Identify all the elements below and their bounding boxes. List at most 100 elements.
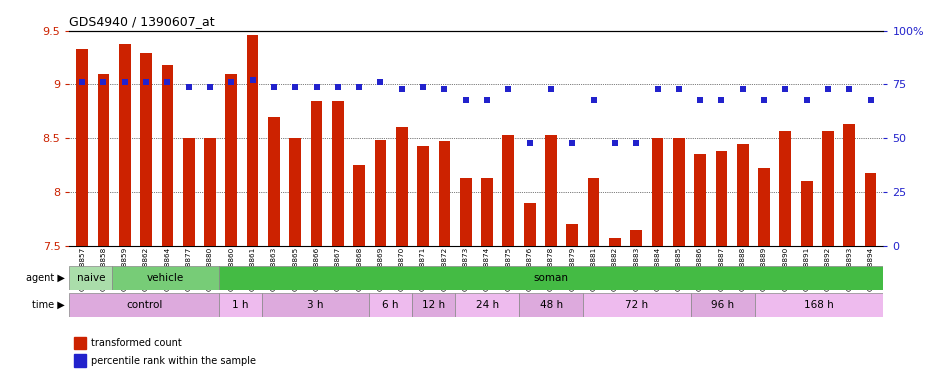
- Bar: [413, 293, 455, 317]
- Point: [608, 139, 623, 146]
- Bar: [98, 74, 109, 246]
- Text: 12 h: 12 h: [422, 300, 445, 310]
- Text: naive: naive: [77, 273, 105, 283]
- Bar: [438, 141, 450, 246]
- Point: [160, 79, 175, 85]
- Bar: [695, 154, 706, 246]
- Text: 96 h: 96 h: [711, 300, 734, 310]
- Point: [96, 79, 111, 85]
- Bar: [502, 135, 514, 246]
- Bar: [758, 168, 770, 246]
- Text: control: control: [126, 300, 163, 310]
- Point: [309, 84, 324, 90]
- Point: [458, 96, 473, 103]
- Bar: [460, 178, 472, 246]
- Bar: [268, 117, 279, 246]
- Bar: [609, 238, 621, 246]
- Text: vehicle: vehicle: [147, 273, 184, 283]
- Point: [415, 84, 430, 90]
- Bar: [455, 293, 519, 317]
- Point: [693, 96, 708, 103]
- Point: [544, 86, 559, 92]
- Text: 24 h: 24 h: [475, 300, 499, 310]
- Point: [586, 96, 601, 103]
- Point: [735, 86, 750, 92]
- Bar: [204, 138, 216, 246]
- Point: [330, 84, 345, 90]
- Bar: [691, 293, 755, 317]
- Bar: [112, 266, 219, 290]
- Bar: [332, 101, 344, 246]
- Point: [799, 96, 814, 103]
- Bar: [545, 135, 557, 246]
- Text: transformed count: transformed count: [91, 338, 181, 348]
- Bar: [865, 173, 877, 246]
- Bar: [584, 293, 691, 317]
- Bar: [162, 65, 173, 246]
- Bar: [141, 53, 152, 246]
- Point: [650, 86, 665, 92]
- Bar: [183, 138, 194, 246]
- Bar: [69, 266, 112, 290]
- Point: [501, 86, 516, 92]
- Point: [288, 84, 302, 90]
- Bar: [737, 144, 748, 246]
- Text: GDS4940 / 1390607_at: GDS4940 / 1390607_at: [68, 15, 215, 28]
- Bar: [311, 101, 323, 246]
- Text: soman: soman: [534, 273, 569, 283]
- Point: [394, 86, 409, 92]
- Text: 3 h: 3 h: [307, 300, 324, 310]
- Bar: [375, 141, 387, 246]
- Point: [117, 79, 132, 85]
- Text: 1 h: 1 h: [232, 300, 249, 310]
- Text: 168 h: 168 h: [804, 300, 834, 310]
- Point: [523, 139, 537, 146]
- Bar: [219, 293, 262, 317]
- Bar: [481, 178, 493, 246]
- Point: [352, 84, 366, 90]
- Point: [373, 79, 388, 85]
- Bar: [755, 293, 883, 317]
- Point: [778, 86, 793, 92]
- Point: [437, 86, 451, 92]
- Point: [181, 84, 196, 90]
- Bar: [219, 266, 883, 290]
- Text: percentile rank within the sample: percentile rank within the sample: [91, 356, 255, 366]
- Bar: [801, 181, 812, 246]
- Point: [224, 79, 239, 85]
- Text: 72 h: 72 h: [625, 300, 648, 310]
- Point: [266, 84, 281, 90]
- Bar: [519, 293, 584, 317]
- Bar: [630, 230, 642, 246]
- Point: [629, 139, 644, 146]
- Bar: [673, 138, 684, 246]
- Point: [480, 96, 495, 103]
- Bar: [566, 224, 578, 246]
- Bar: [369, 293, 413, 317]
- Bar: [353, 165, 365, 246]
- Bar: [396, 127, 408, 246]
- Point: [203, 84, 217, 90]
- Bar: [716, 151, 727, 246]
- Text: time ▶: time ▶: [32, 300, 65, 310]
- Bar: [226, 74, 237, 246]
- Bar: [119, 44, 130, 246]
- Text: 6 h: 6 h: [382, 300, 399, 310]
- Bar: [844, 124, 855, 246]
- Text: agent ▶: agent ▶: [26, 273, 65, 283]
- Bar: [417, 146, 429, 246]
- Bar: [76, 49, 88, 246]
- Bar: [524, 203, 536, 246]
- Point: [757, 96, 771, 103]
- Point: [139, 79, 154, 85]
- Point: [672, 86, 686, 92]
- Bar: [822, 131, 833, 246]
- Point: [863, 96, 878, 103]
- Bar: [587, 178, 599, 246]
- Bar: [651, 138, 663, 246]
- Point: [245, 77, 260, 83]
- Point: [565, 139, 580, 146]
- Point: [842, 86, 857, 92]
- Bar: [290, 138, 302, 246]
- Point: [714, 96, 729, 103]
